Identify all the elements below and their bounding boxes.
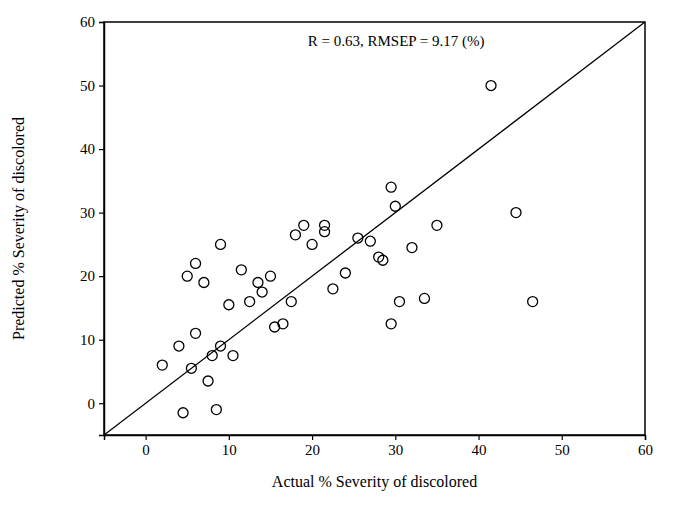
point xyxy=(365,236,375,246)
y-tick: 10 xyxy=(80,332,104,348)
point xyxy=(257,287,267,297)
point xyxy=(178,408,188,418)
x-axis-line xyxy=(105,436,646,441)
point xyxy=(253,278,263,288)
x-tick-mark xyxy=(645,435,646,440)
point xyxy=(419,293,429,303)
point xyxy=(528,297,538,307)
y-tick: 20 xyxy=(80,268,104,284)
x-tick-label: 10 xyxy=(222,442,237,458)
x-axis-title: Actual % Severity of discolored xyxy=(272,473,477,491)
point xyxy=(320,220,330,230)
point xyxy=(228,351,238,361)
point xyxy=(265,271,275,281)
x-tick-label: 60 xyxy=(638,442,653,458)
point xyxy=(486,81,496,91)
point xyxy=(290,230,300,240)
point xyxy=(286,297,296,307)
point xyxy=(299,220,309,230)
y-tick: 30 xyxy=(80,205,104,221)
point xyxy=(386,319,396,329)
y-tick-mark xyxy=(99,213,104,214)
point xyxy=(236,265,246,275)
point xyxy=(191,328,201,338)
point xyxy=(340,268,350,278)
point xyxy=(207,351,217,361)
point xyxy=(211,405,221,415)
point xyxy=(407,243,417,253)
x-tick-label: 20 xyxy=(305,442,320,458)
y-tick: 40 xyxy=(80,141,104,157)
point xyxy=(270,322,280,332)
point xyxy=(390,201,400,211)
y-tick-mark xyxy=(99,22,104,23)
y-tick-label: 20 xyxy=(80,268,95,284)
y-tick-mark xyxy=(99,149,104,150)
point xyxy=(245,297,255,307)
x-tick-label: 50 xyxy=(555,442,570,458)
x-tick-label: 40 xyxy=(472,442,487,458)
annotation: R = 0.63, RMSEP = 9.17 (%) xyxy=(308,33,485,50)
x-tick-mark xyxy=(146,435,147,440)
y-tick: 0 xyxy=(88,396,105,412)
point xyxy=(353,233,363,243)
y-tick: 60 xyxy=(80,14,104,30)
point xyxy=(394,297,404,307)
point xyxy=(203,376,213,386)
point xyxy=(386,182,396,192)
y-tick-label: 30 xyxy=(80,205,95,221)
y-axis-title: Predicted % Severity of discolored xyxy=(10,117,28,340)
x-tick: 20 xyxy=(305,435,320,458)
marks xyxy=(104,22,645,435)
y-tick-mark xyxy=(99,85,104,86)
x-tick-mark xyxy=(229,435,230,440)
x-tick-mark xyxy=(562,435,563,440)
point xyxy=(174,341,184,351)
point xyxy=(216,239,226,249)
y-tick-label: 40 xyxy=(80,141,95,157)
y-tick-label: 10 xyxy=(80,332,95,348)
x-tick: 0 xyxy=(142,435,150,458)
x-tick: 50 xyxy=(555,435,570,458)
y-tick-label: 60 xyxy=(80,14,95,30)
point xyxy=(199,278,209,288)
y-tick-label: 0 xyxy=(88,396,96,412)
x-tick: 30 xyxy=(388,435,403,458)
point xyxy=(307,239,317,249)
x-axis: 0 10 20 30 40 50 60 xyxy=(105,435,654,458)
reference-line xyxy=(104,22,645,435)
y-tick: 50 xyxy=(80,78,104,94)
point xyxy=(432,220,442,230)
point xyxy=(186,363,196,373)
point xyxy=(157,360,167,370)
x-tick-label: 0 xyxy=(142,442,150,458)
point xyxy=(374,252,384,262)
point xyxy=(328,284,338,294)
plot-frame xyxy=(104,22,645,435)
point xyxy=(216,341,226,351)
plot: 0 10 20 30 40 50 60 0 10 20 30 40 50 60 R = 0.63, RMSE… xyxy=(80,14,653,457)
x-tick: 40 xyxy=(472,435,487,458)
y-tick-mark xyxy=(99,340,104,341)
x-tick-mark xyxy=(312,435,313,440)
point xyxy=(191,258,201,268)
x-tick-label: 30 xyxy=(388,442,403,458)
chart: 0 10 20 30 40 50 60 0 10 20 30 40 50 60 R = 0.63, RMSE… xyxy=(0,0,677,509)
y-tick-mark xyxy=(99,276,104,277)
point xyxy=(182,271,192,281)
x-tick: 10 xyxy=(222,435,237,458)
y-tick-mark xyxy=(99,403,104,404)
y-axis: 0 10 20 30 40 50 60 xyxy=(80,14,105,435)
y-tick-label: 50 xyxy=(80,78,95,94)
x-tick-mark xyxy=(395,435,396,440)
point xyxy=(224,300,234,310)
y-axis-line xyxy=(99,23,105,436)
point xyxy=(511,208,521,218)
x-tick: 60 xyxy=(638,435,653,458)
x-tick-mark xyxy=(478,435,479,440)
